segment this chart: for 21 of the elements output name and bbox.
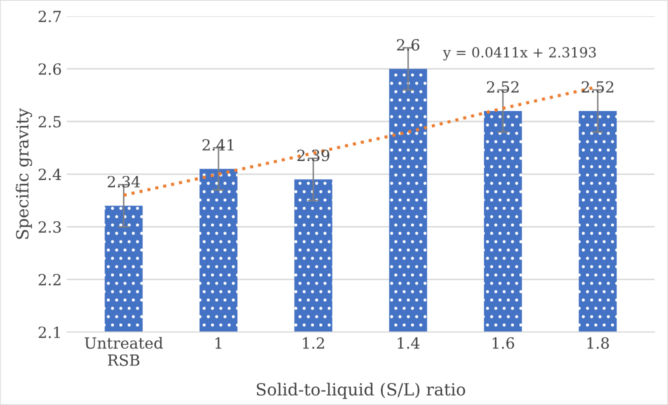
y-tick-label: 2.7 xyxy=(38,10,61,22)
annotation: y = 0.0411x + 2.3193 xyxy=(442,47,596,60)
data-label: 2.41 xyxy=(202,139,234,151)
data-label: 2.34 xyxy=(108,176,140,188)
x-tick-label: Untreated RSB xyxy=(84,336,163,366)
y-axis-title: Specific gravity xyxy=(16,108,32,239)
x-tick-label: 1.2 xyxy=(303,337,324,349)
x-tick-label: 1.8 xyxy=(587,337,609,349)
y-tick-label: 2.1 xyxy=(38,326,60,338)
y-tick-label: 2.4 xyxy=(38,168,62,180)
data-label: 2.6 xyxy=(397,39,420,51)
y-tick-label: 2.2 xyxy=(38,274,60,286)
x-axis-title: Solid-to-liquid (S/L) ratio xyxy=(256,382,466,399)
y-tick-label: 2.5 xyxy=(38,116,61,128)
x-tick-label: 1.4 xyxy=(398,337,420,349)
x-tick-label: 1.6 xyxy=(492,337,514,349)
data-label: 2.52 xyxy=(582,81,614,93)
data-label: 2.52 xyxy=(486,81,518,93)
y-tick-label: 2.6 xyxy=(38,63,61,75)
y-tick-label: 2.3 xyxy=(38,221,61,233)
x-tick-label: 1 xyxy=(216,337,222,349)
